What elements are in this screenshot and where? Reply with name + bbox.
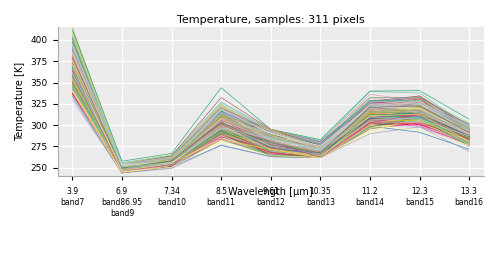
- Text: 7.34
band10: 7.34 band10: [157, 187, 186, 207]
- Title: Temperature, samples: 311 pixels: Temperature, samples: 311 pixels: [177, 15, 364, 25]
- Text: 9.61
band12: 9.61 band12: [256, 187, 285, 207]
- Text: 13.3
band16: 13.3 band16: [454, 187, 484, 207]
- Text: 10.35
band13: 10.35 band13: [306, 187, 335, 207]
- Text: 11.2
band14: 11.2 band14: [356, 187, 384, 207]
- Text: 8.5
band11: 8.5 band11: [206, 187, 236, 207]
- Text: 3.9
band7: 3.9 band7: [60, 187, 84, 207]
- Text: 12.3
band15: 12.3 band15: [405, 187, 434, 207]
- Y-axis label: Temperature [K]: Temperature [K]: [15, 62, 25, 141]
- X-axis label: Wavelength [μm]: Wavelength [μm]: [228, 187, 313, 197]
- Text: 6.9
band86.95
band9: 6.9 band86.95 band9: [102, 187, 142, 218]
